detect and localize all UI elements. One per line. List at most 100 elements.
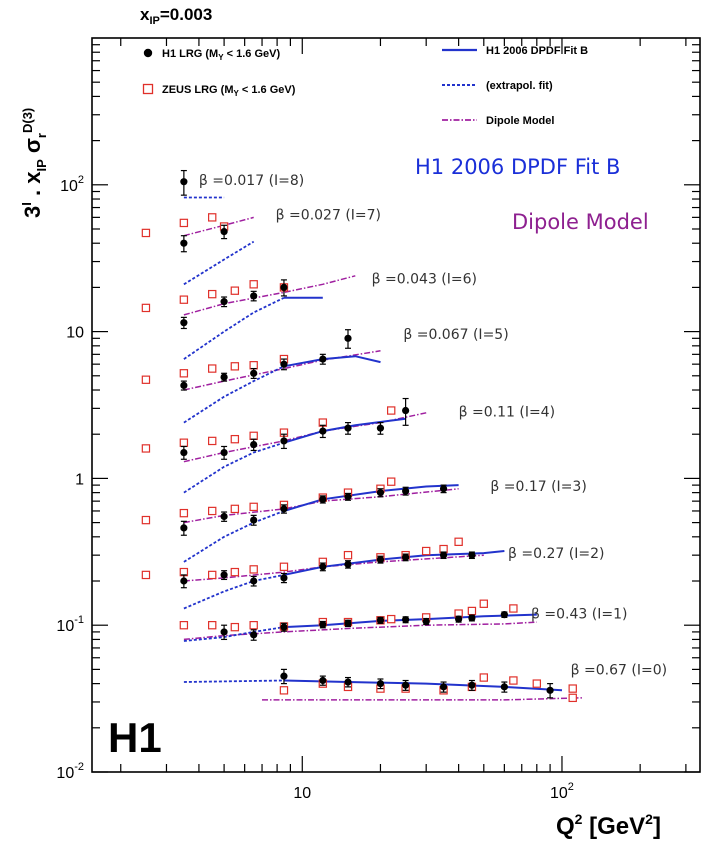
h1-point (500, 611, 508, 619)
zeus-point (230, 567, 240, 577)
x-tick-label: 10 (293, 785, 311, 802)
zeus-point (479, 599, 488, 608)
h1-point (220, 571, 228, 579)
h1-point (439, 683, 448, 691)
h1-point (344, 560, 352, 568)
zeus-point (179, 438, 189, 447)
zeus-point (179, 295, 189, 304)
zeus-point (230, 622, 240, 632)
legend: H1 LRG (MY < 1.6 GeV) ZEUS LRG (MY < 1.6… (142, 45, 588, 127)
zeus-point (208, 570, 217, 580)
zeus-point (249, 502, 258, 512)
zeus-point (230, 362, 240, 371)
zeus-point (249, 565, 258, 574)
extrapolated-fit-curve (183, 296, 285, 360)
h1-point (319, 495, 327, 503)
beta-bin-label: β =0.017 (I=8) (199, 173, 304, 189)
y-tick-label: 10-1 (56, 614, 84, 635)
h1-point (344, 334, 352, 342)
zeus-point (343, 550, 353, 560)
zeus-point (141, 375, 151, 384)
h1-point (439, 551, 448, 559)
h1-point (280, 505, 288, 513)
beta-bin-label: β =0.043 (I=6) (372, 271, 477, 287)
h1-point (422, 617, 430, 626)
h1-point (280, 437, 288, 445)
zeus-point (249, 280, 258, 289)
zeus-point (279, 562, 289, 571)
zeus-point (141, 570, 151, 580)
chart-title: xIP=0.003 (140, 5, 212, 27)
y-axis-title: 3I . xIP σrD(3) (19, 108, 49, 218)
y-tick-label: 1 (75, 471, 84, 488)
h1-point (402, 681, 410, 689)
zeus-point (179, 620, 189, 630)
h1-point (319, 355, 327, 363)
h1-point (280, 360, 288, 368)
h1-point (220, 628, 228, 636)
zeus-point (208, 213, 217, 222)
h1-point (376, 555, 385, 564)
zeus-point (208, 364, 217, 373)
h1-point (180, 178, 188, 186)
zeus-point (568, 693, 577, 703)
h1-point (376, 489, 385, 497)
dipole-curve (183, 216, 254, 237)
h1-point (402, 553, 410, 561)
h1-point (376, 616, 385, 624)
title-value: =0.003 (160, 5, 212, 24)
zeus-point (249, 361, 258, 370)
zeus-point (249, 620, 258, 630)
zeus-point (509, 604, 518, 613)
legend-zeus-label: ZEUS LRG (MY < 1.6 GeV) (162, 84, 296, 98)
zeus-point (387, 406, 396, 415)
zeus-point (230, 286, 240, 295)
zeus-point (532, 679, 542, 688)
legend-zeus-marker (142, 83, 154, 95)
h1-point (468, 681, 476, 689)
dipole-annotation: Dipole Model (512, 210, 649, 234)
h1-point (180, 319, 188, 327)
h1-point (500, 683, 508, 691)
zeus-point (208, 620, 217, 630)
zeus-point (509, 676, 518, 685)
h1-point (455, 615, 463, 623)
extrapolated-fit-curve (183, 240, 255, 286)
h1-point (180, 524, 188, 532)
h1-point (180, 448, 188, 457)
h1-point (439, 485, 448, 493)
h1-point (250, 369, 258, 377)
fit-curve (283, 355, 381, 368)
zeus-point (568, 684, 577, 693)
zeus-point (141, 515, 151, 525)
zeus-point (249, 431, 258, 441)
zeus-point (141, 303, 151, 313)
dipole-curve (183, 554, 484, 582)
zeus-point (208, 289, 217, 299)
h1-point (319, 427, 327, 435)
extrapolated-fit-curve (183, 441, 285, 494)
h1-point (280, 283, 288, 292)
zeus-point (141, 228, 151, 238)
beta-labels: β =0.017 (I=8) β =0.027 (I=7) β =0.043 (I=… (199, 173, 667, 678)
h1-point (220, 448, 228, 457)
y-tick-label: 10-2 (56, 761, 84, 782)
h1-point (402, 616, 410, 624)
h1-point (344, 678, 352, 686)
h1-point (220, 227, 228, 236)
zeus-point (467, 606, 477, 616)
h1-point (344, 619, 352, 627)
data-marks (141, 169, 583, 703)
legend-h1-marker (143, 48, 153, 58)
zeus-point (208, 436, 217, 446)
dipole-curve (183, 275, 356, 316)
dipole-curve (262, 697, 583, 701)
h1-point (319, 676, 327, 685)
h1-point (180, 577, 188, 585)
y-tick-label: 102 (60, 174, 84, 195)
zeus-point (387, 614, 396, 624)
beta-bin-label: β =0.027 (I=7) (276, 207, 381, 223)
zeus-point (179, 508, 189, 518)
axes: 10-2 10-1 1 10 102 10 102 (56, 38, 700, 802)
zeus-point (279, 686, 289, 695)
